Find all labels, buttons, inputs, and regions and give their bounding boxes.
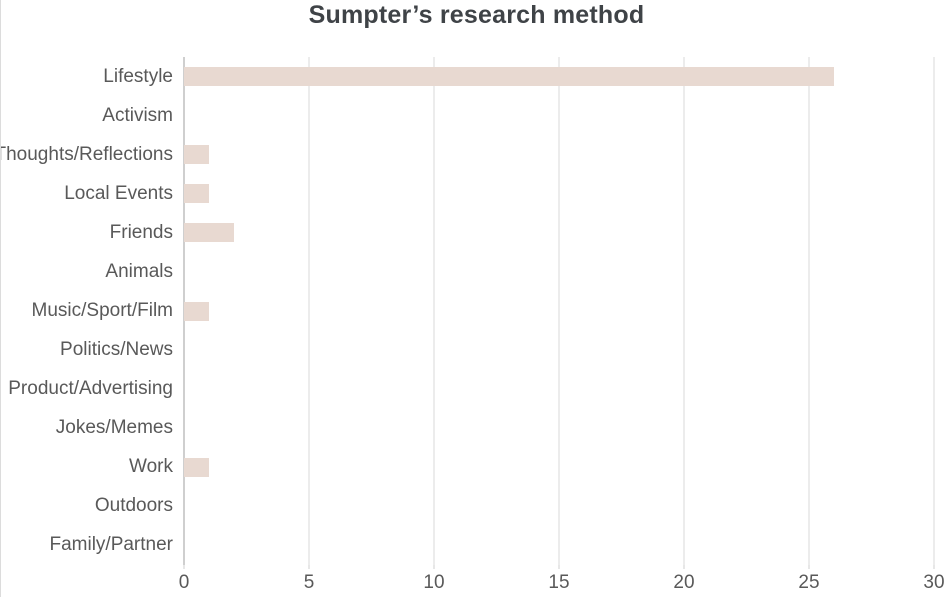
category-label: Work [129, 456, 173, 478]
axis-tick [683, 565, 685, 569]
bar [184, 457, 209, 477]
gridline [808, 57, 810, 565]
category-label: Thoughts/Reflections [0, 143, 173, 165]
gridline [433, 57, 435, 565]
value-axis-tick-label: 20 [673, 572, 695, 593]
category-axis-labels: Lifestyle Activism Thoughts/Reflections Loc… [1, 57, 173, 565]
value-axis-tick-label: 5 [303, 572, 315, 593]
category-label: Politics/News [60, 339, 173, 361]
value-axis-tick-label: 0 [178, 572, 190, 593]
bar [184, 67, 834, 87]
axis-tick [308, 565, 310, 569]
category-label: Friends [109, 221, 173, 243]
category-label: Animals [105, 260, 173, 282]
gridline [933, 57, 935, 565]
axis-tick [933, 565, 935, 569]
category-label: Jokes/Memes [55, 417, 173, 439]
category-label: Outdoors [94, 495, 173, 517]
gridline [558, 57, 560, 565]
value-axis-tick-label: 15 [548, 572, 570, 593]
category-label: Family/Partner [49, 534, 173, 556]
category-label: Product/Advertising [8, 378, 173, 400]
plot-area [183, 57, 935, 569]
category-label: Lifestyle [103, 65, 173, 87]
bar [184, 145, 209, 165]
axis-tick [558, 565, 560, 569]
axis-tick [433, 565, 435, 569]
gridline [308, 57, 310, 565]
bar [184, 301, 209, 321]
category-label: Local Events [64, 182, 173, 204]
value-axis-tick-label: 10 [423, 572, 445, 593]
chart-title: Sumpter’s research method [308, 1, 645, 29]
gridline [683, 57, 685, 565]
value-axis-tick-label: 30 [923, 572, 945, 593]
bar [184, 223, 234, 243]
category-label: Music/Sport/Film [31, 300, 173, 321]
bar [184, 184, 209, 204]
category-label: Activism [102, 104, 173, 126]
axis-tick [183, 565, 185, 569]
value-axis-tick-label: 25 [798, 572, 820, 593]
axis-tick [808, 565, 810, 569]
value-axis-labels: 0 5 10 15 20 25 30 [179, 571, 945, 595]
